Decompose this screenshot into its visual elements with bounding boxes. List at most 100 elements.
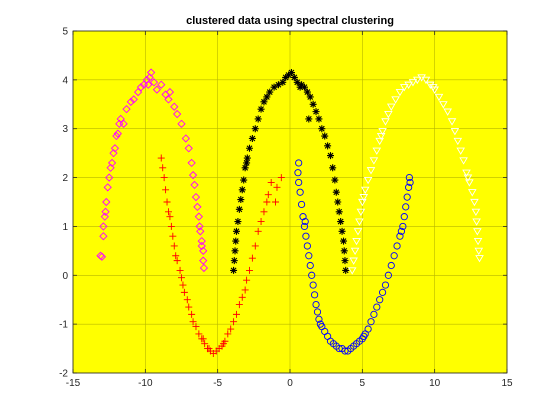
- data-point: [369, 157, 379, 165]
- data-point: [456, 147, 465, 155]
- data-point: [471, 208, 481, 216]
- data-point: [399, 84, 409, 92]
- data-point: [384, 110, 393, 119]
- data-point: [235, 301, 243, 309]
- data-point: [296, 83, 304, 91]
- data-point: [189, 318, 197, 326]
- data-point: [185, 303, 193, 311]
- data-point: [99, 222, 108, 231]
- data-point: [240, 176, 248, 184]
- data-point: [391, 96, 400, 104]
- data-point: [199, 335, 207, 343]
- data-point: [106, 163, 115, 172]
- x-tick-label: -15: [66, 378, 81, 389]
- data-point: [272, 198, 280, 206]
- data-point: [370, 310, 378, 318]
- x-tick-label: 10: [429, 378, 441, 389]
- data-point: [160, 174, 168, 182]
- data-point: [245, 144, 253, 152]
- data-point: [199, 263, 209, 273]
- data-point: [426, 81, 435, 89]
- data-point: [285, 71, 293, 79]
- data-point: [338, 227, 346, 235]
- data-point: [107, 158, 117, 168]
- data-point: [188, 170, 198, 180]
- data-point: [378, 288, 387, 296]
- data-point: [312, 301, 320, 309]
- data-point: [260, 208, 268, 216]
- data-point: [387, 261, 395, 270]
- data-point: [303, 242, 311, 250]
- data-point: [231, 247, 239, 255]
- data-point: [447, 118, 457, 126]
- data-point: [230, 257, 238, 265]
- data-point: [306, 93, 314, 101]
- data-point: [297, 200, 306, 209]
- data-point: [428, 84, 438, 92]
- data-point: [238, 186, 246, 194]
- data-point: [335, 208, 343, 216]
- series-diamond: [96, 68, 209, 273]
- data-point: [360, 186, 370, 194]
- data-point: [126, 97, 136, 106]
- data-point: [364, 325, 372, 333]
- data-point: [170, 242, 178, 250]
- data-point: [243, 276, 251, 284]
- data-point: [366, 167, 376, 175]
- data-point: [109, 149, 118, 158]
- data-point: [472, 218, 481, 226]
- data-point: [367, 318, 375, 326]
- data-point: [164, 95, 173, 104]
- data-point: [324, 142, 332, 150]
- chart-title: clustered data using spectral clustering: [186, 15, 394, 27]
- data-point: [347, 267, 357, 275]
- data-point: [381, 281, 390, 289]
- data-point: [474, 247, 484, 256]
- data-point: [279, 78, 287, 86]
- data-point: [180, 288, 188, 296]
- data-point: [263, 198, 271, 206]
- data-point: [475, 255, 484, 263]
- data-point: [234, 218, 242, 226]
- data-point: [282, 73, 290, 81]
- data-point: [99, 232, 108, 241]
- data-point: [316, 320, 324, 328]
- data-point: [341, 257, 349, 265]
- data-point: [230, 318, 238, 326]
- data-point: [315, 315, 323, 323]
- data-point: [358, 198, 367, 207]
- data-point: [372, 147, 382, 155]
- data-point: [360, 332, 368, 340]
- data-point: [116, 114, 125, 124]
- data-point: [146, 68, 156, 77]
- data-marks: [96, 68, 484, 357]
- data-point: [273, 183, 281, 191]
- data-point: [248, 134, 256, 142]
- data-point: [178, 274, 185, 282]
- data-point: [305, 115, 313, 123]
- y-tick-label: 2: [62, 173, 68, 184]
- data-point: [318, 125, 326, 133]
- data-point: [264, 191, 272, 199]
- data-point: [287, 69, 295, 77]
- data-point: [251, 125, 259, 133]
- data-point: [413, 76, 422, 85]
- data-point: [136, 83, 146, 92]
- data-point: [309, 281, 317, 289]
- data-point: [232, 227, 240, 235]
- data-point: [170, 102, 179, 111]
- data-point: [157, 80, 166, 89]
- data-point: [404, 81, 413, 89]
- x-tick-label: 15: [501, 378, 513, 389]
- data-point: [257, 218, 265, 226]
- data-point: [142, 75, 151, 84]
- data-point: [353, 228, 363, 236]
- series-plus: [157, 154, 285, 357]
- data-point: [105, 173, 114, 182]
- data-point: [245, 266, 253, 274]
- data-point: [453, 137, 463, 146]
- data-point: [173, 109, 182, 119]
- data-point: [224, 330, 232, 338]
